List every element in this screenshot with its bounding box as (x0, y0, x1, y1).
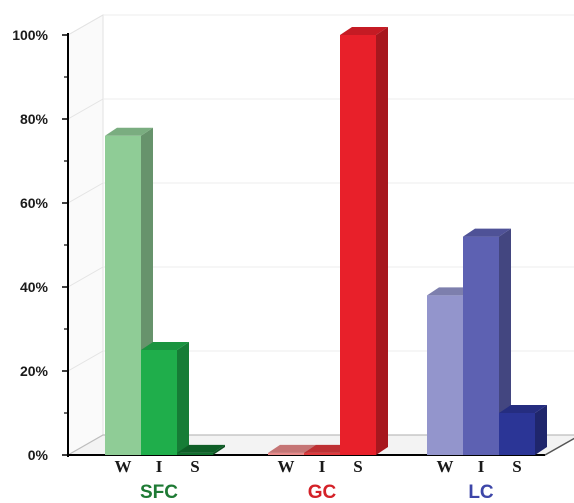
gridline-side (67, 350, 104, 372)
y-tick-label: 100% (12, 27, 48, 43)
bar-side (535, 405, 547, 455)
bar-front (340, 35, 376, 455)
gridline-side (67, 14, 104, 36)
bar-top (177, 444, 225, 453)
bar-side (177, 342, 189, 455)
bar-side (376, 27, 388, 455)
bar-top (340, 27, 388, 35)
bar-front (304, 452, 340, 455)
bar-front (427, 295, 463, 455)
label-layer: 0% 20% 40% 60% 80% 100% W I S SFC W I S GC W I S LC (12, 27, 522, 503)
bar-front (105, 135, 141, 456)
bar-front (268, 452, 304, 455)
bar-sfc-s (177, 444, 225, 455)
bar-top (105, 127, 153, 136)
floor-edge (544, 437, 574, 456)
y-tick-label: 60% (20, 195, 49, 211)
group-label-gc: GC (308, 482, 337, 503)
bar-lc-s (499, 405, 547, 455)
bar-top (499, 405, 547, 413)
bar-lc-i (463, 228, 511, 455)
gridline-side (67, 266, 104, 288)
x-category-label: I (156, 457, 163, 476)
y-tick-label: 0% (28, 447, 49, 463)
bar-top (268, 444, 316, 453)
x-category-label: I (319, 457, 326, 476)
bar-front (141, 350, 177, 455)
bar-front (499, 413, 535, 455)
x-category-label: W (437, 457, 454, 476)
bar-top (463, 228, 511, 237)
bar-top (141, 342, 189, 350)
x-category-label: W (115, 457, 132, 476)
gridline-side (67, 182, 104, 204)
group-label-sfc: SFC (140, 482, 178, 503)
bar-side (213, 444, 225, 455)
group-label-lc: LC (468, 482, 494, 503)
x-category-label: S (190, 457, 199, 476)
bar-gc-s (340, 27, 388, 455)
x-category-label: I (478, 457, 485, 476)
gridline-side (67, 98, 104, 120)
x-category-label: S (353, 457, 362, 476)
bar-front (463, 236, 499, 455)
bar-sfc-i (141, 342, 189, 455)
y-tick-label: 20% (20, 363, 49, 379)
y-tick-label: 80% (20, 111, 49, 127)
bar-layer (105, 27, 547, 456)
bar-front (177, 452, 213, 455)
bar-side (499, 228, 511, 455)
side-wall (67, 14, 104, 456)
x-category-label: W (278, 457, 295, 476)
x-category-label: S (512, 457, 521, 476)
y-tick-label: 40% (20, 279, 49, 295)
